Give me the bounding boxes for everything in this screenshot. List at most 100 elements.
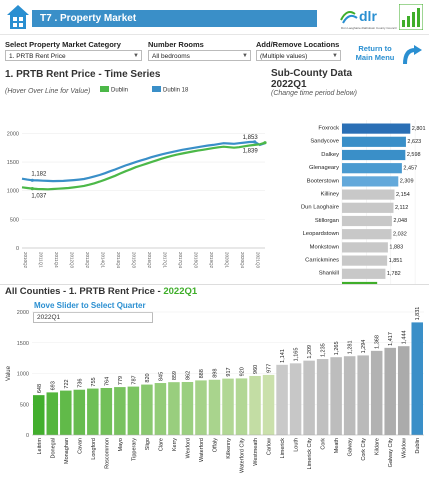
data-label: 648 [37,384,43,393]
return-arrow-icon[interactable] [401,44,423,66]
x-tick-label: 2011Q1 [39,252,44,268]
category-label: Kerry [172,438,178,451]
data-label: 2,457 [403,165,417,171]
category-label: Mayo [118,438,124,451]
data-label: 2,032 [393,231,407,237]
rooms-value: All bedrooms [152,53,190,60]
category-label: Dun Laoghaire [301,205,339,211]
bar [370,350,383,435]
legend-label: Dublin [111,88,128,94]
bar [342,189,395,200]
data-label: 917 [226,367,232,376]
data-label: 779 [118,376,124,385]
data-label: 764 [104,377,110,386]
category-dropdown[interactable]: 1. PRTB Rent Price ▼ [5,50,142,61]
quarter-slider[interactable]: 2022Q1 [33,312,153,323]
category-label: Killiney [321,192,339,198]
slider-value: 2022Q1 [37,314,61,321]
y-tick-label: 1500 [17,341,29,347]
return-to-menu-button[interactable]: Return to Main Menu [350,44,400,62]
category-label: Cork [321,438,327,450]
bar [342,229,392,240]
data-point [30,178,34,182]
data-label: 1,368 [375,335,381,349]
category-label: Leitrim [37,438,43,455]
bar [384,347,396,435]
locations-label: Add/Remove Locations [256,40,340,49]
data-label: 2,598 [407,152,421,158]
data-label: 2,801 [412,126,426,132]
category-label: Foxrock [318,126,339,132]
bar [343,356,356,435]
bar [262,374,275,435]
x-tick-label: 2013Q2 [85,252,90,269]
bar [411,322,423,435]
data-label: 1,417 [388,332,394,346]
category-label: Westmeath [253,438,259,466]
category-label: Carlow [267,438,273,455]
data-label: 1,294 [361,340,367,354]
data-label: 1,165 [294,348,300,362]
x-tick-label: 2017Q4 [178,252,183,269]
category-label: Offaly [212,438,218,453]
data-label: 787 [131,375,137,384]
category-label: Roscommon [104,438,110,469]
category-label: Donegal [50,438,56,459]
category-label: Clare [158,438,164,451]
data-label: 755 [91,377,97,386]
bar [330,357,342,435]
data-label: 977 [267,364,273,373]
allcounties-title: All Counties - 1. PRTB Rent Price - 2022… [5,286,197,297]
bar [342,176,399,187]
bar [289,363,302,435]
category-label: Glenageary [309,165,339,171]
bar [87,388,99,435]
data-label: 1,444 [402,330,408,344]
y-tick-label: 2000 [17,310,29,316]
x-tick-label: 2014Q4 [116,252,121,269]
y-tick-label: 0 [26,433,29,439]
bar [195,380,207,435]
series-line-dublin-18 [21,140,266,183]
category-label: Shankill [319,271,339,277]
subcounty-chart[interactable]: 0K1K2K3KValueFoxrock2,801Sandycove2,623D… [270,100,429,285]
y-tick-label: 500 [20,402,29,408]
data-label: 898 [212,369,218,378]
data-label: 1,037 [31,194,47,200]
locations-value: (Multiple values) [260,53,308,60]
category-label: Limerick City [307,438,313,470]
y-tick-label: 0 [16,246,19,252]
dashboard-bars-icon[interactable] [399,4,423,30]
return-label-2: Main Menu [355,53,395,62]
data-point [263,141,267,145]
x-tick-label: 2020Q4 [240,252,245,269]
rooms-dropdown[interactable]: All bedrooms ▼ [148,50,251,61]
home-icon[interactable] [6,4,30,30]
bar [342,255,388,266]
data-label: 862 [185,371,191,380]
data-label: 845 [158,372,164,381]
y-tick-label: 2000 [7,131,19,137]
timeseries-chart[interactable]: 0 500 1000 1500 2000 2010Q2 2011Q1 2011Q4 2012Q3… [0,80,270,280]
x-tick-label: 2010Q2 [23,252,28,269]
category-label: Galway City [388,438,394,468]
data-label: 1,235 [321,343,327,357]
category-label: Tipperary [131,438,137,461]
data-label: 1,209 [307,345,313,359]
category-label: Cavan [77,438,83,454]
divider [0,284,429,285]
bar [303,360,315,435]
bar [342,281,378,285]
y-tick-label: 1000 [17,372,29,378]
category-label: Stillorgan [315,218,339,224]
allcounties-chart[interactable]: 0 500 1000 1500 2000 Value 648 Leitrim 693 Donega… [0,300,429,480]
locations-dropdown[interactable]: (Multiple values) ▼ [256,50,341,61]
x-tick-label: 2017Q1 [163,252,168,269]
bar [222,378,234,435]
x-tick-label: 2015Q3 [132,252,137,269]
x-tick-label: 2014Q1 [101,252,106,269]
y-tick-label: 500 [10,217,19,223]
bar [342,268,386,279]
data-label: 2,112 [395,205,408,211]
council-logo: dlr Dún Laoghaire-Rathdown County Counci… [339,4,397,30]
